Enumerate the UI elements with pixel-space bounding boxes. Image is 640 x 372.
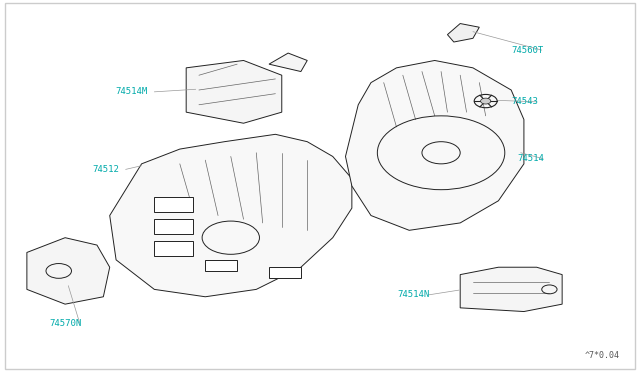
Polygon shape <box>27 238 109 304</box>
Bar <box>269 267 301 278</box>
Polygon shape <box>447 23 479 42</box>
Text: 74514: 74514 <box>518 154 545 163</box>
Polygon shape <box>460 267 562 311</box>
Polygon shape <box>269 53 307 71</box>
Bar <box>154 197 193 212</box>
Circle shape <box>481 98 491 104</box>
Text: ^7*0.04: ^7*0.04 <box>584 350 620 359</box>
Bar <box>154 219 193 234</box>
Polygon shape <box>109 134 352 297</box>
Text: 74570N: 74570N <box>49 319 81 328</box>
Bar <box>205 260 237 271</box>
Polygon shape <box>346 61 524 230</box>
Text: 74514M: 74514M <box>116 87 148 96</box>
Text: 74514N: 74514N <box>397 291 430 299</box>
Polygon shape <box>186 61 282 123</box>
Text: 74560T: 74560T <box>511 46 543 55</box>
Text: 74512: 74512 <box>92 165 119 174</box>
Bar <box>154 241 193 256</box>
Text: 74543: 74543 <box>511 97 538 106</box>
